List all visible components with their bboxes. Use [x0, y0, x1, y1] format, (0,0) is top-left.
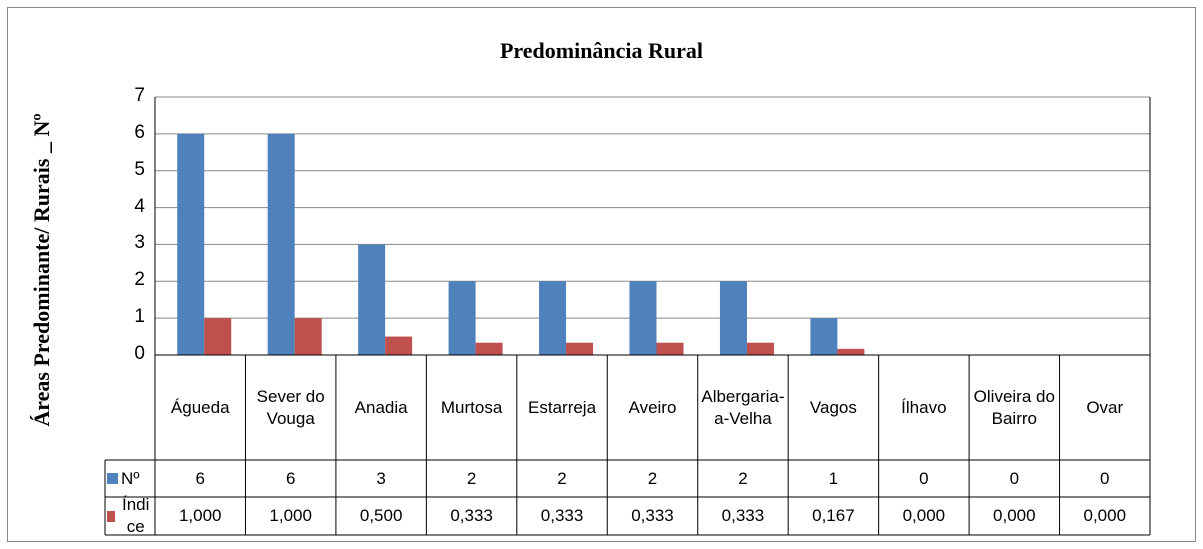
x-tick-label: Ovar: [1086, 397, 1124, 417]
y-tick-label: 6: [134, 121, 145, 143]
bar: [475, 342, 503, 355]
legend-key: [107, 473, 118, 484]
bar: [656, 342, 684, 355]
x-tick-label: Murtosa: [440, 397, 503, 417]
table-value: 6: [195, 468, 205, 488]
table-value: 3: [376, 468, 386, 488]
table-value: 0,500: [359, 506, 403, 525]
chart-border: [7, 7, 1196, 542]
table-value: 0,000: [902, 506, 946, 525]
bar: [539, 281, 567, 355]
table-value: 0,333: [450, 506, 493, 525]
table-value: 1,000: [178, 506, 222, 525]
table-value: 2: [466, 468, 477, 488]
table-value: 0,167: [812, 506, 855, 525]
bar: [267, 133, 295, 355]
x-tick-label: Estarreja: [528, 397, 597, 417]
bar: [837, 348, 865, 355]
legend-entry: Nº: [105, 460, 155, 497]
y-tick-label: 5: [134, 158, 145, 180]
y-tick-label: 2: [134, 269, 145, 291]
table-value: 0,000: [993, 506, 1036, 525]
x-tick-label: Águeda: [170, 397, 230, 417]
table-value: 1,000: [269, 506, 312, 525]
table-value: 0,333: [540, 506, 584, 525]
table-value: 0,000: [1083, 506, 1127, 525]
x-tick-label: Albergaria-a-Velha: [701, 386, 785, 428]
bar: [810, 318, 838, 355]
chart-title: Predominância Rural: [499, 38, 704, 63]
legend-entry: Índice: [105, 495, 155, 536]
y-tick-label: 1: [134, 306, 145, 328]
bar: [294, 318, 322, 355]
table-value: 2: [738, 468, 748, 488]
table-value: 2: [557, 468, 567, 488]
bar: [385, 336, 413, 355]
legend-label: Índice: [121, 495, 150, 536]
x-tick-label: Anadia: [354, 397, 408, 417]
bar: [177, 133, 205, 355]
bar: [746, 342, 774, 355]
y-tick-label: 7: [134, 85, 145, 106]
legend-label: Nº: [121, 468, 140, 488]
y-axis-label: Áreas Predominante/ Rurais _ Nº: [29, 113, 54, 427]
table-value: 0: [1100, 468, 1110, 488]
y-tick-label: 4: [134, 195, 145, 217]
y-tick-label: 0: [134, 343, 145, 364]
bar: [204, 318, 232, 355]
table-value: 0: [1009, 468, 1020, 488]
bar: [719, 281, 747, 355]
bar: [566, 342, 594, 355]
x-tick-label: Vagos: [809, 397, 857, 417]
x-tick-label: Ílhavo: [901, 397, 947, 417]
table-value: 0,333: [631, 506, 674, 525]
x-tick-label: Sever do Vouga: [256, 386, 325, 428]
x-tick-label: Oliveira do Bairro: [973, 386, 1055, 428]
bar: [358, 244, 386, 355]
table-value: 1: [828, 468, 839, 488]
y-tick-label: 3: [134, 232, 145, 254]
table-value: 2: [647, 468, 658, 488]
x-tick-label: Aveiro: [628, 397, 677, 417]
table-value: 0,333: [721, 506, 765, 525]
bar: [448, 281, 476, 355]
table-value: 6: [285, 468, 296, 488]
bar: [629, 281, 657, 355]
table-value: 0: [919, 468, 929, 488]
legend-key: [107, 510, 116, 522]
